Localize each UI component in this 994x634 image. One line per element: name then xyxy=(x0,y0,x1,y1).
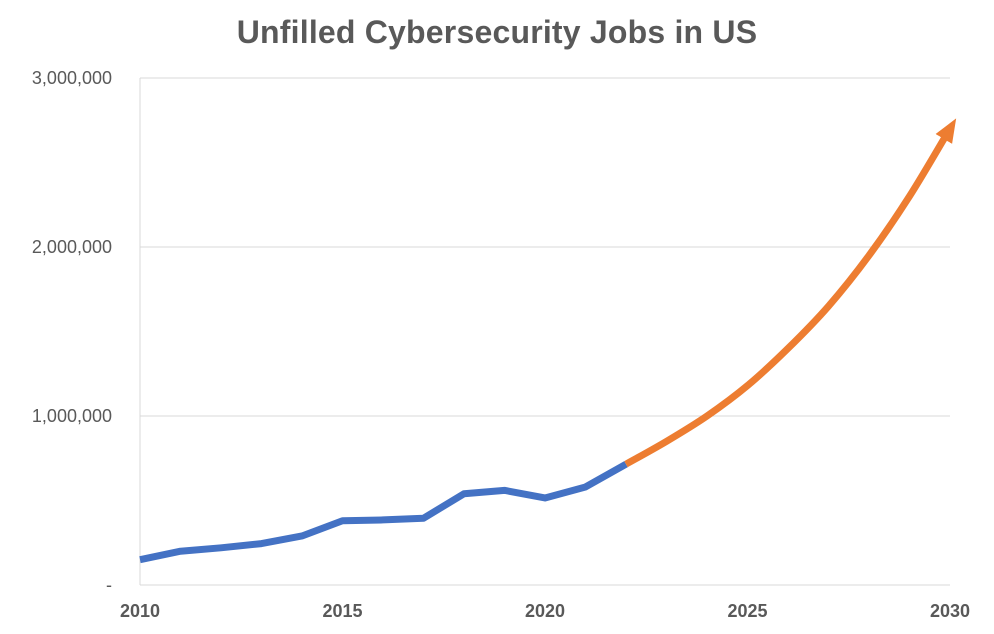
x-tick-label: 2030 xyxy=(930,601,970,621)
y-tick-label: 3,000,000 xyxy=(32,68,112,88)
x-tick-label: 2010 xyxy=(120,601,160,621)
axes xyxy=(139,78,950,586)
y-tick-label: 1,000,000 xyxy=(32,406,112,426)
x-tick-label: 2020 xyxy=(525,601,565,621)
y-tick-label: 2,000,000 xyxy=(32,237,112,257)
historical-series-line xyxy=(139,461,628,564)
chart-title: Unfilled Cybersecurity Jobs in US xyxy=(236,14,758,50)
series-lines xyxy=(139,118,957,564)
x-tick-label: 2015 xyxy=(322,601,362,621)
y-tick-label: - xyxy=(106,575,112,595)
gridlines xyxy=(140,77,950,417)
tick-labels: - 1,000,000 2,000,000 3,000,000 2010 2015 2020… xyxy=(32,68,970,621)
projected-series-line xyxy=(624,118,957,468)
x-tick-label: 2025 xyxy=(727,601,767,621)
